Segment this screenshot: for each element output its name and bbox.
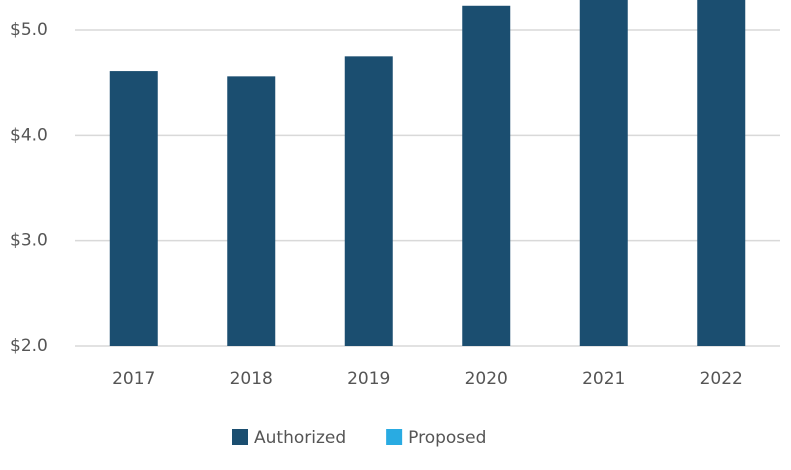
x-tick-label: 2020 — [465, 369, 508, 389]
y-tick-label: $5.0 — [10, 20, 48, 40]
legend-label: Proposed — [408, 428, 486, 448]
bar — [344, 56, 393, 346]
legend-swatch — [386, 429, 403, 445]
bar — [697, 0, 746, 347]
x-tick-label: 2019 — [347, 369, 390, 389]
x-tick-label: 2017 — [112, 369, 155, 389]
x-tick-label: 2021 — [582, 369, 625, 389]
bar — [462, 5, 511, 346]
bar — [579, 0, 628, 347]
legend-swatch — [232, 429, 248, 445]
y-tick-label: $3.0 — [10, 231, 48, 251]
bar — [227, 76, 276, 346]
y-tick-label: $2.0 — [10, 336, 48, 356]
x-tick-label: 2018 — [230, 369, 273, 389]
x-tick-label: 2022 — [700, 369, 743, 389]
legend-label: Authorized — [254, 428, 346, 448]
bar — [109, 71, 158, 346]
y-tick-label: $4.0 — [10, 125, 48, 145]
